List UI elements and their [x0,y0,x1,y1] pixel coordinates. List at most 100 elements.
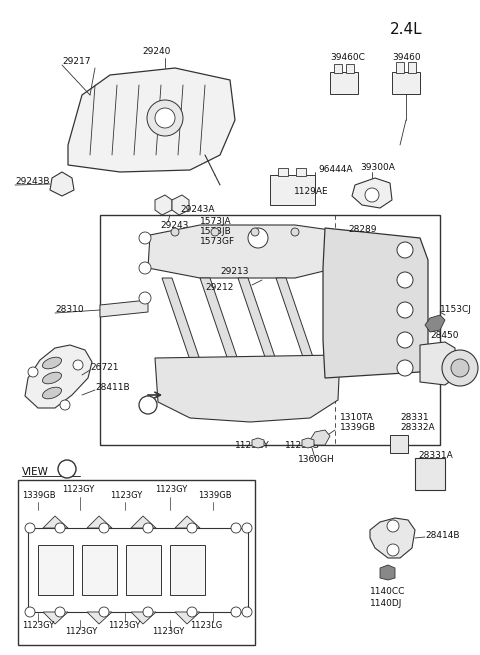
Circle shape [171,228,179,236]
Text: 1123LG: 1123LG [285,441,320,449]
Bar [100,215,440,445]
Text: 39300A: 39300A [360,164,395,172]
Text: 1573JA: 1573JA [200,217,232,227]
Bar [334,64,342,73]
Circle shape [248,228,268,248]
Circle shape [58,460,76,478]
Polygon shape [238,278,276,360]
Text: 1123GY: 1123GY [155,485,187,495]
Polygon shape [131,612,156,624]
Text: 1123GY: 1123GY [152,627,184,637]
Circle shape [211,228,219,236]
Circle shape [242,523,252,533]
Circle shape [60,400,70,410]
Circle shape [25,523,35,533]
Circle shape [139,292,151,304]
Circle shape [55,607,65,617]
Circle shape [139,262,151,274]
Bar [415,458,445,490]
Text: 39460: 39460 [392,54,420,62]
Circle shape [139,232,151,244]
Circle shape [365,188,379,202]
Text: 1140CC: 1140CC [370,588,406,597]
Polygon shape [175,516,200,528]
Text: 28411B: 28411B [95,383,130,392]
Polygon shape [162,278,200,360]
Polygon shape [310,430,330,445]
Circle shape [242,607,252,617]
Text: 1123GY: 1123GY [22,620,54,629]
Circle shape [143,523,153,533]
Polygon shape [87,612,112,624]
Bar [126,545,161,595]
Text: 1129AE: 1129AE [294,187,329,196]
Polygon shape [87,516,112,528]
Circle shape [387,520,399,532]
Polygon shape [148,225,330,278]
Ellipse shape [42,357,61,369]
Text: 1339GB: 1339GB [22,491,56,500]
Bar [18,480,255,645]
Text: 1360GH: 1360GH [298,455,335,464]
Circle shape [397,332,413,348]
Text: 28289: 28289 [348,225,376,234]
Circle shape [387,544,399,556]
Text: 1123GY: 1123GY [62,485,94,495]
Text: 2.4L: 2.4L [390,22,422,37]
Polygon shape [155,195,172,215]
Bar [38,545,73,595]
Text: 1123LG: 1123LG [190,620,222,629]
Bar [270,175,315,205]
Polygon shape [50,172,74,196]
Text: 39460C: 39460C [330,54,365,62]
Text: 29212: 29212 [205,282,233,291]
Circle shape [231,607,241,617]
Text: 1573GF: 1573GF [200,238,235,246]
Text: 28310: 28310 [55,305,84,314]
Circle shape [187,523,197,533]
Text: 29243: 29243 [160,221,188,229]
Ellipse shape [42,372,61,384]
Polygon shape [131,516,156,528]
Text: 1140DJ: 1140DJ [370,599,402,608]
Circle shape [397,242,413,258]
Text: 1310TA: 1310TA [340,413,374,422]
Text: 26721: 26721 [90,364,119,373]
Polygon shape [155,355,340,422]
Polygon shape [370,518,415,558]
Polygon shape [175,612,200,624]
Polygon shape [302,438,314,448]
Bar [396,62,404,73]
Polygon shape [323,228,428,378]
Polygon shape [43,516,68,528]
Circle shape [397,302,413,318]
Bar [82,545,117,595]
Polygon shape [252,438,264,448]
Circle shape [73,360,83,370]
Polygon shape [68,68,235,172]
Text: 29213: 29213 [220,267,249,276]
Text: 28450: 28450 [430,331,458,339]
Text: 1123GY: 1123GY [65,627,97,637]
Text: A: A [63,465,71,475]
Polygon shape [380,565,395,580]
Circle shape [139,396,157,414]
Text: 29217: 29217 [62,58,91,67]
Circle shape [291,228,299,236]
Text: 29240: 29240 [142,48,170,56]
Circle shape [187,607,197,617]
Polygon shape [25,345,92,408]
Bar [408,62,416,73]
Circle shape [28,367,38,377]
Polygon shape [200,278,238,360]
Text: 29243B: 29243B [15,178,49,187]
Circle shape [143,607,153,617]
Polygon shape [420,342,455,385]
Text: 28331: 28331 [400,413,429,422]
Circle shape [397,272,413,288]
Bar [330,72,358,94]
Circle shape [147,100,183,136]
Text: 1123GY: 1123GY [110,491,142,500]
Circle shape [155,108,175,128]
Text: 1153CJ: 1153CJ [440,305,472,314]
